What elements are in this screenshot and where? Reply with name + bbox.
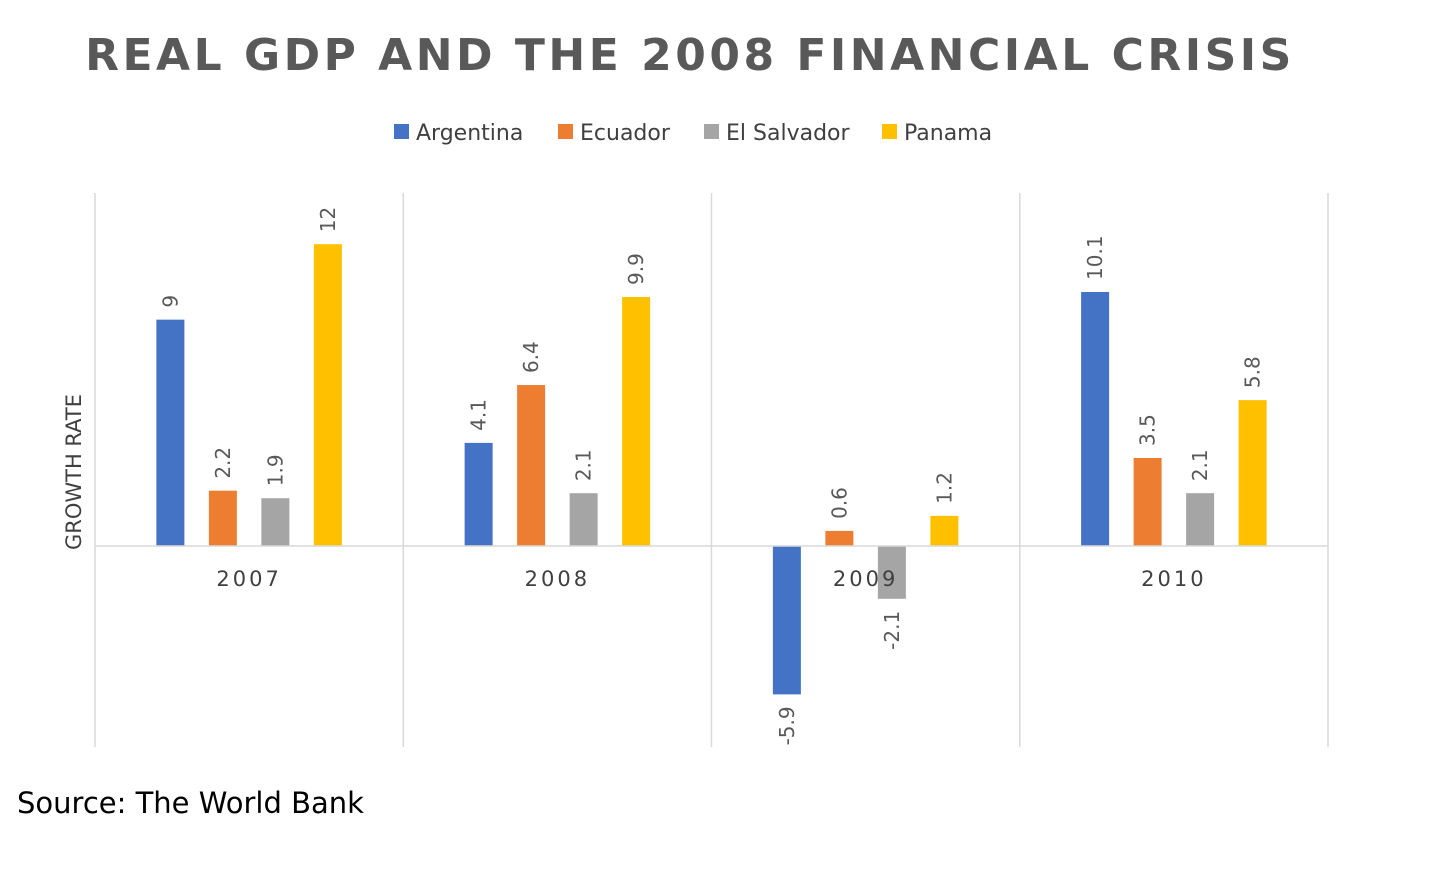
data-label: -5.9 [775,706,799,745]
x-tick-label: 2007 [216,567,281,591]
legend-swatch [558,124,573,139]
chart-title: REAL GDP AND THE 2008 FINANCIAL CRISIS [85,30,1295,81]
x-tick-labels: 2007 2008 2009 2010 [216,567,1206,591]
x-tick-label: 2010 [1141,567,1206,591]
bar-panama-2007 [313,244,342,546]
legend-swatch [882,124,897,139]
legend-label: Panama [904,121,992,146]
data-label: 3.5 [1136,414,1160,446]
legend-item-argentina: Argentina [394,121,523,146]
legend-item-panama: Panama [882,121,992,146]
legend-label: Ecuador [580,121,671,146]
category-separators [94,193,1329,747]
data-label: -2.1 [880,611,904,650]
bar-argentina-2009 [772,546,801,695]
bars-group [156,244,1267,695]
legend-swatch [394,124,409,139]
legend-swatch [704,124,719,139]
bar-argentina-2008 [464,442,493,546]
bar-el-salvador-2008 [569,493,598,546]
data-label: 9 [158,295,182,308]
bar-panama-2008 [622,297,651,546]
data-label: 12 [316,207,340,232]
bar-el-salvador-2010 [1186,493,1215,546]
bar-ecuador-2009 [825,530,854,546]
x-tick-label: 2008 [525,567,590,591]
data-label: 10.1 [1083,235,1107,280]
data-labels: 9 2.2 1.9 12 4.1 6.4 2.1 9.9 -5.9 0.6 -2.1 1.2 10.1 3… [158,207,1264,746]
bar-argentina-2007 [156,319,185,546]
data-label: 2.1 [572,449,596,481]
bar-el-salvador-2007 [261,498,290,546]
data-label: 1.9 [263,454,287,486]
source-note: Source: The World Bank [17,786,364,820]
bar-el-salvador-2009 [877,546,906,599]
data-label: 1.2 [932,472,956,504]
legend-label: El Salvador [726,121,850,146]
x-tick-label: 2009 [833,567,898,591]
bar-ecuador-2007 [208,490,237,546]
y-axis-label: GROWTH RATE [62,394,86,550]
bar-ecuador-2008 [517,385,546,546]
data-label: 6.4 [519,341,543,373]
legend-item-el-salvador: El Salvador [704,121,850,146]
bar-panama-2010 [1238,400,1267,546]
data-label: 5.8 [1241,356,1265,388]
legend-label: Argentina [416,121,523,146]
legend-item-ecuador: Ecuador [558,121,671,146]
bar-ecuador-2010 [1133,457,1162,546]
legend: Argentina Ecuador El Salvador Panama [394,121,992,146]
data-label: 2.2 [211,447,235,479]
data-label: 9.9 [624,253,648,285]
data-label: 0.6 [827,487,851,519]
bar-panama-2009 [930,515,959,546]
data-label: 2.1 [1188,449,1212,481]
data-label: 4.1 [467,399,491,431]
bar-argentina-2010 [1081,291,1110,546]
